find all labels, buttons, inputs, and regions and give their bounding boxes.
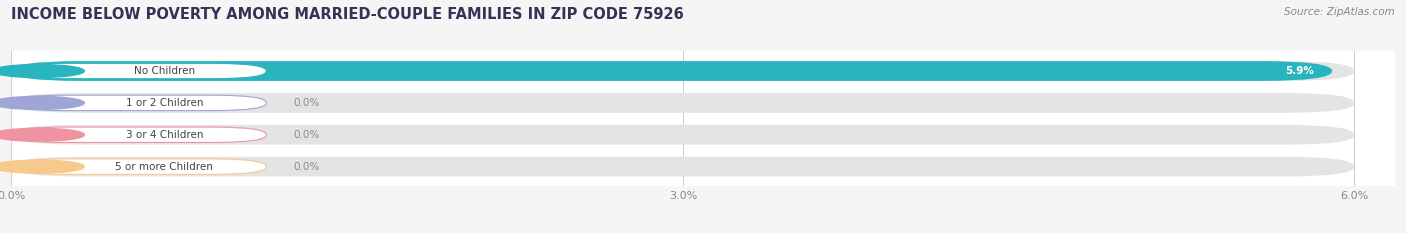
Circle shape [0, 128, 84, 141]
FancyBboxPatch shape [11, 159, 267, 174]
Text: Source: ZipAtlas.com: Source: ZipAtlas.com [1284, 7, 1395, 17]
Text: No Children: No Children [134, 66, 195, 76]
Circle shape [0, 160, 84, 173]
FancyBboxPatch shape [11, 93, 1354, 113]
FancyBboxPatch shape [11, 125, 1354, 145]
FancyBboxPatch shape [11, 63, 267, 79]
Circle shape [0, 96, 84, 110]
Text: 3 or 4 Children: 3 or 4 Children [125, 130, 202, 140]
FancyBboxPatch shape [11, 95, 267, 111]
FancyBboxPatch shape [11, 61, 1354, 81]
Circle shape [0, 65, 84, 78]
FancyBboxPatch shape [11, 127, 267, 142]
Text: 5.9%: 5.9% [1285, 66, 1315, 76]
FancyBboxPatch shape [11, 157, 1354, 177]
Text: 5 or more Children: 5 or more Children [115, 162, 214, 172]
Text: INCOME BELOW POVERTY AMONG MARRIED-COUPLE FAMILIES IN ZIP CODE 75926: INCOME BELOW POVERTY AMONG MARRIED-COUPL… [11, 7, 683, 22]
Text: 0.0%: 0.0% [294, 98, 319, 108]
FancyBboxPatch shape [11, 61, 1331, 81]
Text: 1 or 2 Children: 1 or 2 Children [125, 98, 202, 108]
Text: 0.0%: 0.0% [294, 130, 319, 140]
Text: 0.0%: 0.0% [294, 162, 319, 172]
